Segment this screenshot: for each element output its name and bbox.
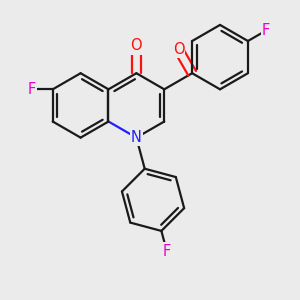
- Text: F: F: [28, 82, 36, 97]
- Text: O: O: [130, 38, 142, 53]
- Text: O: O: [173, 42, 184, 57]
- Text: F: F: [163, 244, 171, 259]
- Text: F: F: [262, 23, 270, 38]
- Text: N: N: [131, 130, 142, 145]
